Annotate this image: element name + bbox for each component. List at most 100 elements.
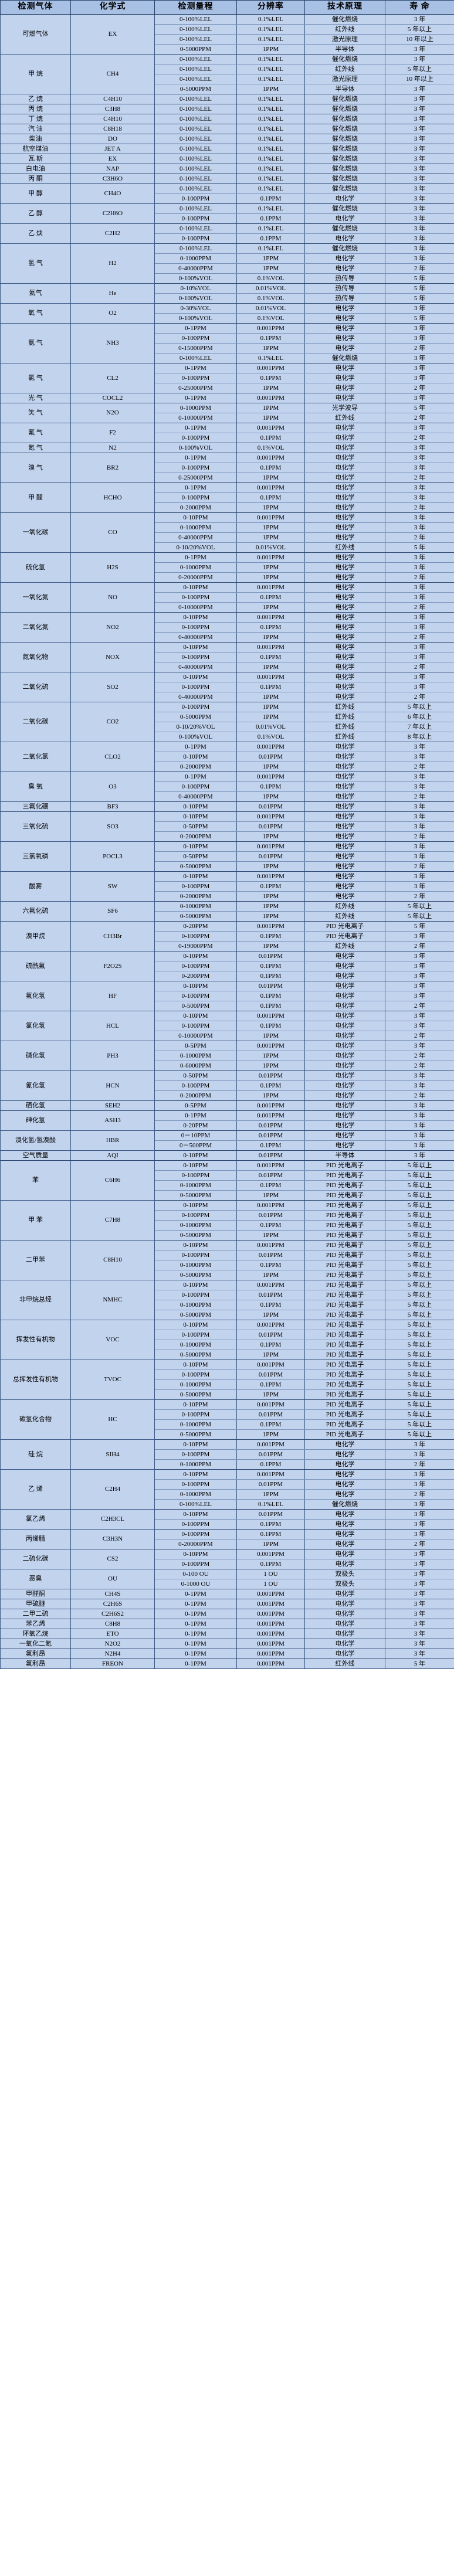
lifetime-cell: 3 年 xyxy=(385,1021,454,1031)
table-row: 0-2000PPM 1PPM 电化学 2 年 xyxy=(1,1090,454,1101)
technology-cell: 电化学 xyxy=(304,612,385,623)
detection-range-cell: 0-2000PPM xyxy=(154,831,237,842)
resolution-cell: 0.01%VOL xyxy=(236,283,305,294)
technology-cell: 红外线 xyxy=(304,1659,385,1669)
resolution-cell: 0.01PPM xyxy=(236,1369,305,1380)
chemical-formula-cell: SEH2 xyxy=(70,1100,155,1111)
technology-cell: PID 光电离子 xyxy=(304,931,385,942)
detection-range-cell: 0-25000PPM xyxy=(154,473,237,483)
table-row: 乙 醇 C2H6O 0-100%LEL 0.1%LEL 催化燃烧 3 年 xyxy=(0,203,454,224)
resolution-cell: 0.001PPM xyxy=(236,1041,305,1051)
gas-name-cell: 硫化氢 xyxy=(0,552,71,583)
lifetime-cell: 3 年 xyxy=(385,1609,454,1619)
lifetime-cell: 3 年 xyxy=(385,1509,454,1520)
table-row: 0-20000PPM 1PPM 电化学 2 年 xyxy=(1,1539,454,1549)
technology-cell: 催化燃烧 xyxy=(304,94,385,104)
detection-range-cell: 0-100PPM xyxy=(154,1519,237,1530)
detection-range-cell: 0-100%LEL xyxy=(154,74,237,84)
detection-range-cell: 0-40000PPM xyxy=(154,632,237,643)
chemical-formula-cell: FREON xyxy=(70,1659,155,1669)
table-row: 乙 烯 C2H4 0-10PPM 0.001PPM 电化学 3 年 xyxy=(0,1469,454,1510)
chemical-formula-cell: CH4O xyxy=(70,183,155,204)
detection-range-cell: 0-100%LEL xyxy=(154,54,237,64)
detection-range-cell: 0-10PPM xyxy=(154,1280,237,1290)
chemical-formula-cell: C6H6 xyxy=(70,1160,155,1201)
detection-range-cell: 0-100PPM xyxy=(154,781,237,792)
lifetime-cell: 3 年 xyxy=(385,1519,454,1530)
resolution-cell: 0.001PPM xyxy=(236,1100,305,1111)
table-body: 可燃气体 EX 0-100%LEL 0.1%LEL 催化燃烧 3 年 0-100%LEL 0.… xyxy=(0,14,454,1669)
detection-range-cell: 0-1PPM xyxy=(154,772,237,782)
chemical-formula-cell: N2O2 xyxy=(70,1639,155,1649)
resolution-cell: 0.1%LEL xyxy=(236,223,305,234)
lifetime-cell: 3 年 xyxy=(385,512,454,523)
gas-name-cell: 甲醛酮 xyxy=(0,1589,71,1599)
detection-range-cell: 0-10PPM xyxy=(154,672,237,682)
lifetime-cell: 3 年 xyxy=(385,213,454,224)
header-resolution: 分辨率 xyxy=(236,0,305,15)
resolution-cell: 1PPM xyxy=(236,403,305,413)
technology-cell: 电化学 xyxy=(304,1070,385,1081)
technology-cell: PID 光电离子 xyxy=(304,1260,385,1270)
resolution-cell: 0.1%LEL xyxy=(236,104,305,114)
detection-range-cell: 0-100PPM xyxy=(154,1330,237,1340)
technology-cell: 电化学 xyxy=(304,313,385,324)
gas-name-cell: 氢 气 xyxy=(0,243,71,284)
table-row: 0-100%LEL 0.1%LEL 红外线 5 年以上 xyxy=(1,64,454,74)
detection-range-cell: 0-1000PPM xyxy=(154,901,237,912)
technology-cell: 催化燃烧 xyxy=(304,14,385,25)
detection-range-cell: 0-50PPM xyxy=(154,851,237,862)
gas-name-cell: 氟利昂 xyxy=(0,1659,71,1669)
detection-range-cell: 0-100PPM xyxy=(154,1210,237,1221)
chemical-formula-cell: CLO2 xyxy=(70,742,155,772)
lifetime-cell: 3 年 xyxy=(385,423,454,433)
resolution-cell: 0.1%LEL xyxy=(236,1499,305,1510)
chemical-formula-cell: C2H6S2 xyxy=(70,1609,155,1619)
gas-name-cell: 瓦 斯 xyxy=(0,154,71,164)
table-row: 0-25000PPM 1PPM 电化学 2 年 xyxy=(1,383,454,393)
resolution-cell: 0.001PPM xyxy=(236,772,305,782)
resolution-cell: 0.001PPM xyxy=(236,871,305,882)
chemical-formula-cell: SO3 xyxy=(70,811,155,842)
chemical-formula-cell: C3H6O xyxy=(70,174,155,184)
table-row: 0-100PPM 0.01PPM PID 光电离子 5 年以上 xyxy=(1,1409,454,1420)
lifetime-cell: 5 年以上 xyxy=(385,1240,454,1250)
detection-range-cell: 0-2000PPM xyxy=(154,1090,237,1101)
lifetime-cell: 3 年 xyxy=(385,14,454,25)
lifetime-cell: 2 年 xyxy=(385,413,454,423)
technology-cell: 电化学 xyxy=(304,1509,385,1520)
resolution-cell: 0.001PPM xyxy=(236,1110,305,1121)
gas-name-cell: 氯乙烯 xyxy=(0,1509,71,1530)
detection-range-cell: 0-5000PPM xyxy=(154,44,237,55)
resolution-cell: 1PPM xyxy=(236,1190,305,1201)
resolution-cell: 0.1PPM xyxy=(236,1340,305,1350)
resolution-cell: 1PPM xyxy=(236,502,305,513)
table-row: 0-2000PPM 1PPM 电化学 2 年 xyxy=(1,762,454,772)
chemical-formula-cell: SO2 xyxy=(70,672,155,702)
technology-cell: 电化学 xyxy=(304,463,385,473)
table-row: 0-100%LEL 0.1%LEL 催化燃烧 3 年 xyxy=(1,353,454,363)
resolution-cell: 0.001PPM xyxy=(236,1011,305,1021)
lifetime-cell: 5 年以上 xyxy=(385,1210,454,1221)
table-row: 0-1000PPM 1PPM 电化学 3 年 xyxy=(1,522,454,533)
technology-cell: 电化学 xyxy=(304,642,385,653)
lifetime-cell: 3 年 xyxy=(385,492,454,503)
header-life: 寿 命 xyxy=(385,0,454,15)
lifetime-cell: 3 年 xyxy=(385,1599,454,1609)
table-row: 0-50PPM 0.01PPM 电化学 3 年 xyxy=(1,821,454,832)
detection-range-cell: 0-100%LEL xyxy=(154,1499,237,1510)
resolution-cell: 0.001PPM xyxy=(236,482,305,493)
table-row: 三氯氧磷 POCL3 0-10PPM 0.001PPM 电化学 3 年 xyxy=(0,841,454,872)
technology-cell: PID 光电离子 xyxy=(304,1250,385,1260)
technology-cell: 催化燃烧 xyxy=(304,1499,385,1510)
chemical-formula-cell: CH4S xyxy=(70,1589,155,1599)
table-row: 0-100PPM 0.01PPM PID 光电离子 5 年以上 xyxy=(1,1210,454,1221)
lifetime-cell: 5 年 xyxy=(385,273,454,284)
technology-cell: 半导体 xyxy=(304,1150,385,1161)
detection-range-cell: 0-40000PPM xyxy=(154,662,237,672)
table-row: 氧 气 O2 0-30%VOL 0.01%VOL 电化学 3 年 xyxy=(0,303,454,324)
technology-cell: 电化学 xyxy=(304,762,385,772)
resolution-cell: 0.1%LEL xyxy=(236,94,305,104)
resolution-cell: 0.1%LEL xyxy=(236,74,305,84)
detection-range-cell: 0-1PPM xyxy=(154,323,237,334)
